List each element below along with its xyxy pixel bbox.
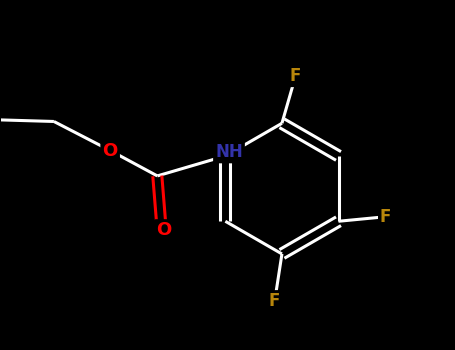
Text: F: F: [290, 67, 301, 85]
Text: F: F: [380, 208, 391, 226]
Text: F: F: [269, 292, 280, 310]
Text: NH: NH: [215, 143, 243, 161]
Text: O: O: [102, 141, 118, 160]
Text: O: O: [156, 221, 171, 239]
